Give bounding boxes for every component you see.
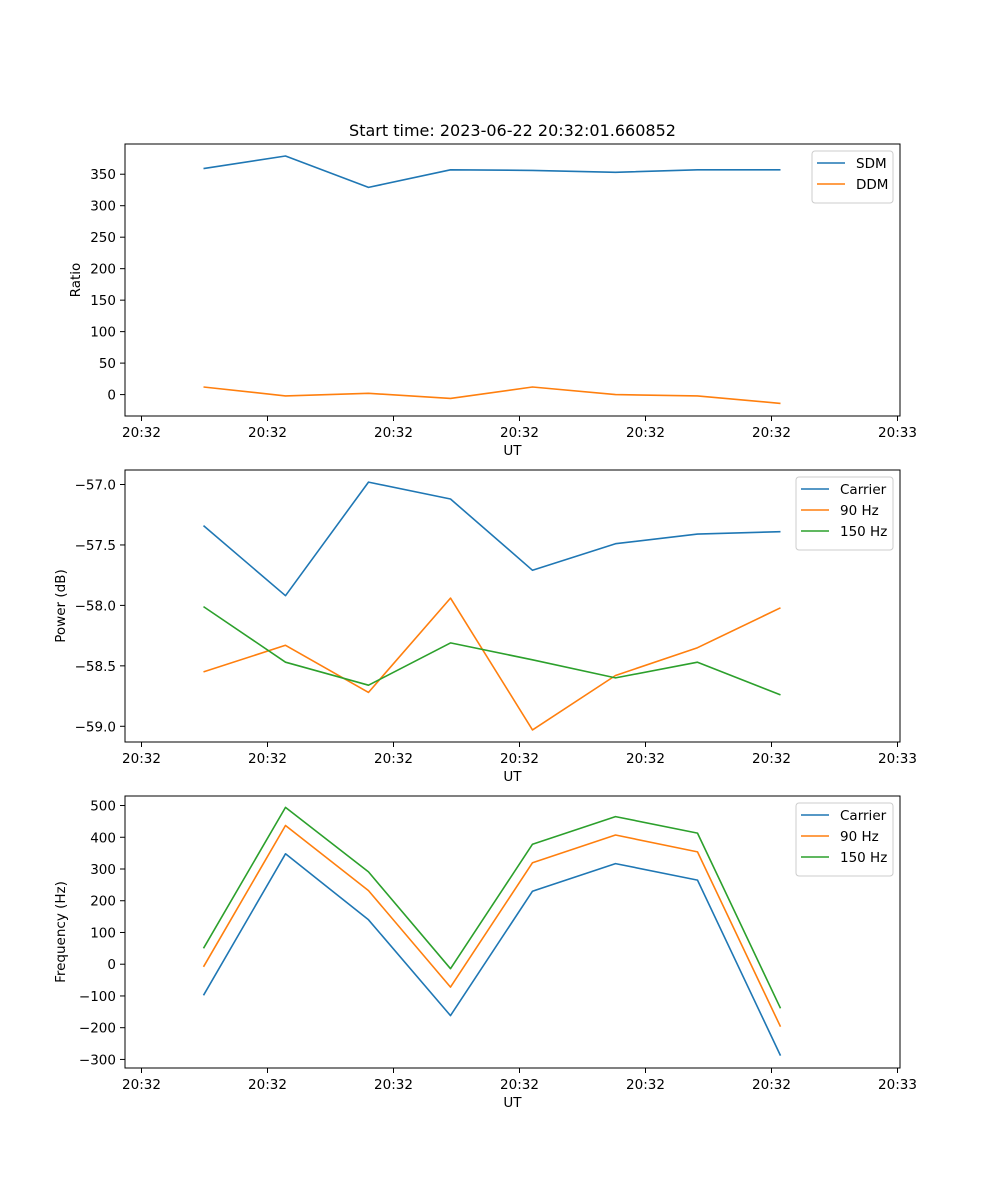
chart-panel-frequency: 20:32 20:32 20:32 20:32 20:32 20:32 20:33 500 40… [53, 795, 917, 1111]
x-tick-label: 20:32 [248, 425, 287, 441]
plot-frame [124, 143, 901, 417]
y-tick-label: 50 [99, 356, 116, 372]
y-tick-label: 350 [90, 167, 116, 183]
x-tick-label: 20:32 [122, 1077, 161, 1093]
legend-entry: 90 Hz [840, 829, 879, 845]
y-tick-label: 0 [107, 957, 116, 973]
y-tick-label: −57.5 [75, 538, 116, 554]
y-axis-label: Frequency (Hz) [53, 881, 69, 983]
y-tick-label: 200 [90, 894, 116, 910]
plot-frame [124, 795, 901, 1069]
y-tick-label: 0 [107, 388, 116, 404]
x-tick-label: 20:32 [122, 751, 161, 767]
x-axis-label: UT [503, 769, 522, 785]
series-line-ddm [203, 386, 781, 405]
y-tick-label: −58.5 [75, 659, 116, 675]
x-tick-label: 20:32 [248, 751, 287, 767]
series-line-sdm [203, 155, 781, 189]
legend: Carrier 90 Hz 150 Hz [795, 802, 894, 877]
y-tick-label: 400 [90, 830, 116, 846]
x-axis-label: UT [503, 443, 522, 459]
plot-frame [124, 469, 901, 743]
y-tick-label: 500 [90, 799, 116, 815]
series-line-90-hz [203, 597, 781, 731]
series-line-90-hz [202, 824, 782, 1028]
series-line-150-hz [203, 605, 781, 696]
legend: SDM DDM [811, 150, 894, 204]
series-line-150-hz [202, 806, 782, 1009]
legend-entry: 90 Hz [840, 503, 879, 519]
y-tick-label: 150 [90, 293, 116, 309]
legend-entry: 150 Hz [840, 850, 887, 866]
x-tick-label: 20:33 [878, 751, 917, 767]
x-tick-label: 20:32 [626, 751, 665, 767]
legend-entry: Carrier [840, 808, 887, 824]
x-tick-label: 20:32 [248, 1077, 287, 1093]
legend: Carrier 90 Hz 150 Hz [795, 476, 894, 551]
y-tick-label: 300 [90, 862, 116, 878]
legend-box [811, 150, 894, 204]
x-tick-label: 20:33 [878, 425, 917, 441]
x-tick-label: 20:32 [500, 1077, 539, 1093]
y-tick-label: −59.0 [75, 719, 116, 735]
x-axis-label: UT [503, 1095, 522, 1111]
x-tick-label: 20:32 [500, 751, 539, 767]
chart-panel-power: 20:32 20:32 20:32 20:32 20:32 20:32 20:33 −57.0… [53, 469, 917, 785]
y-tick-label: 100 [90, 925, 116, 941]
legend-entry: Carrier [840, 482, 887, 498]
y-tick-label: 300 [90, 199, 116, 215]
y-tick-label: 250 [90, 230, 116, 246]
x-tick-label: 20:32 [752, 1077, 791, 1093]
y-tick-label: 100 [90, 325, 116, 341]
x-tick-label: 20:32 [626, 425, 665, 441]
x-tick-label: 20:32 [374, 1077, 413, 1093]
x-tick-label: 20:32 [374, 751, 413, 767]
x-tick-label: 20:33 [878, 1077, 917, 1093]
y-axis-label: Ratio [68, 263, 84, 298]
y-axis-label: Power (dB) [53, 569, 69, 642]
series-line-carrier [202, 481, 781, 597]
x-tick-label: 20:32 [752, 751, 791, 767]
legend-entry: DDM [856, 177, 888, 193]
x-tick-label: 20:32 [626, 1077, 665, 1093]
x-tick-label: 20:32 [500, 425, 539, 441]
series-line-carrier [202, 852, 782, 1056]
legend-entry: 150 Hz [840, 524, 887, 540]
figure-title: Start time: 2023-06-22 20:32:01.660852 [349, 121, 676, 140]
y-tick-label: −300 [79, 1052, 116, 1068]
y-tick-label: −57.0 [75, 478, 116, 494]
legend-entry: SDM [856, 156, 887, 172]
y-tick-label: −58.0 [75, 598, 116, 614]
x-tick-label: 20:32 [752, 425, 791, 441]
chart-panel-ratio: 20:32 20:32 20:32 20:32 20:32 20:32 20:33 0 50 10… [68, 143, 917, 459]
x-tick-label: 20:32 [122, 425, 161, 441]
y-tick-label: −200 [79, 1021, 116, 1037]
y-tick-label: −100 [79, 989, 116, 1005]
x-tick-label: 20:32 [374, 425, 413, 441]
y-tick-label: 200 [90, 262, 116, 278]
